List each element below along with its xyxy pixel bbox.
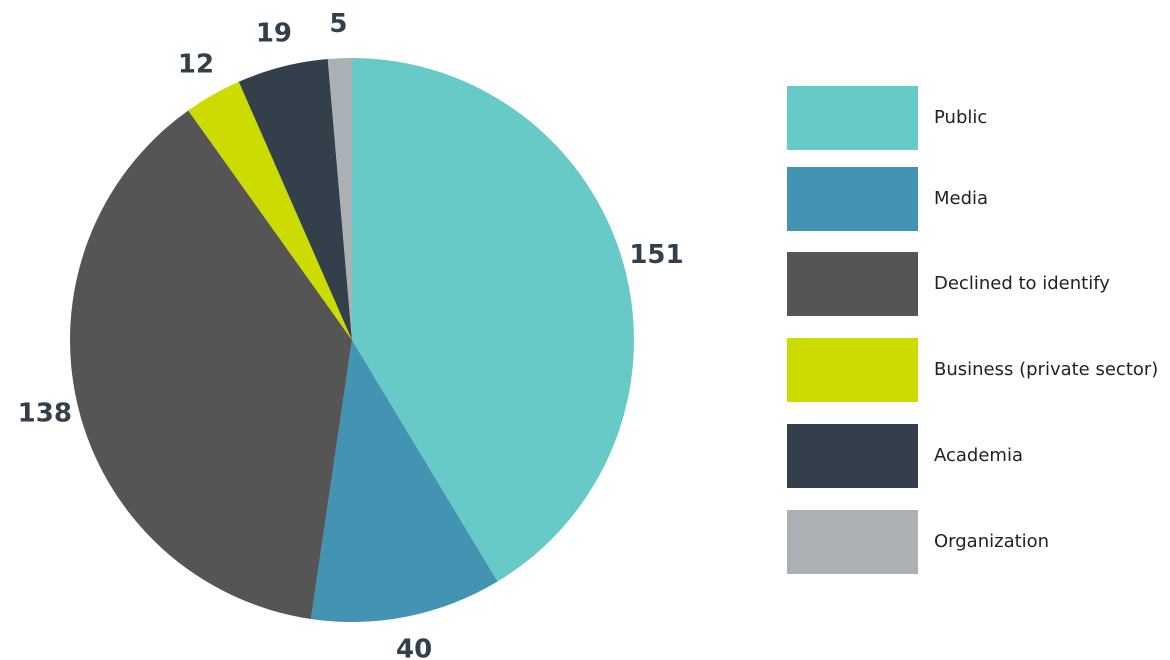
value-label: 151 (629, 240, 683, 270)
value-label: 40 (396, 634, 432, 660)
pie-slice (327, 58, 352, 340)
pie-slice (188, 81, 352, 341)
legend-label: Public (934, 107, 987, 128)
pie-slice (352, 58, 634, 582)
pie-slice (238, 59, 352, 340)
legend-label: Media (934, 188, 988, 209)
legend-label: Organization (934, 531, 1049, 552)
value-label: 5 (329, 9, 347, 39)
legend-swatch (787, 424, 918, 488)
value-label: 138 (18, 399, 72, 429)
pie-slice (310, 340, 498, 622)
legend-label: Declined to identify (934, 273, 1110, 294)
value-label: 19 (256, 18, 292, 48)
legend-label: Business (private sector) (934, 359, 1158, 380)
pie-slice (69, 110, 353, 619)
legend-label: Academia (934, 445, 1023, 466)
legend-swatch (787, 338, 918, 402)
legend-swatch (787, 167, 918, 231)
legend-swatch (787, 510, 918, 574)
value-label: 12 (178, 50, 214, 80)
legend-swatch (787, 86, 918, 150)
legend-swatch (787, 252, 918, 316)
